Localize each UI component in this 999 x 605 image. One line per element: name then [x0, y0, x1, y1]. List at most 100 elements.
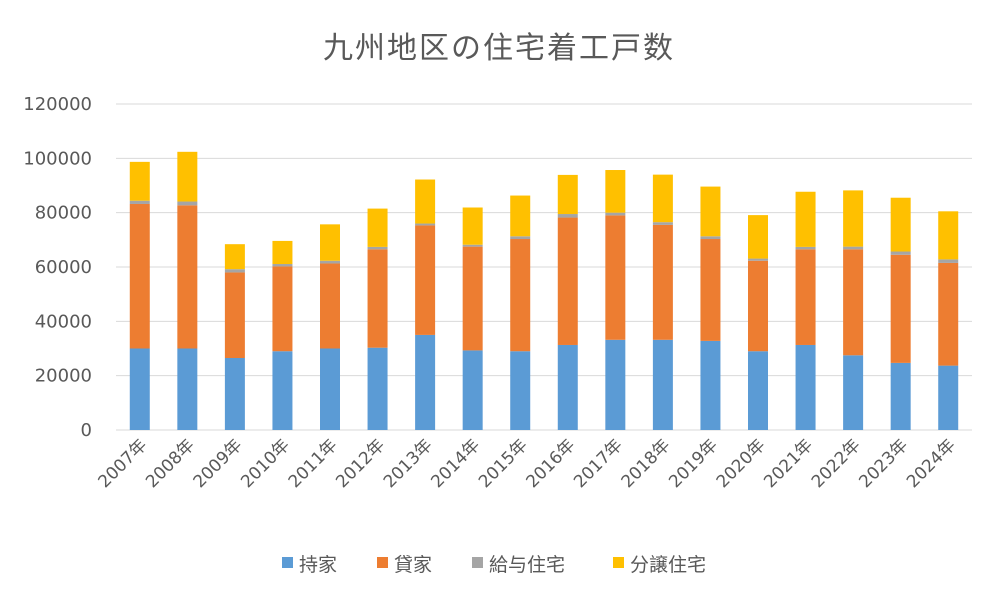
y-tick-label: 20000: [35, 366, 92, 387]
bar-segment-持家: [177, 348, 198, 430]
bar-segment-給与住宅: [129, 200, 150, 204]
bar-segment-給与住宅: [652, 222, 673, 225]
x-tick-label: 2012年: [332, 435, 389, 492]
bar-segment-分譲住宅: [890, 197, 911, 252]
x-tick-label: 2023年: [855, 435, 912, 492]
bar-segment-貸家: [700, 239, 721, 341]
bar-segment-分譲住宅: [605, 170, 626, 213]
bar-segment-貸家: [177, 205, 198, 349]
x-tick-label: 2022年: [808, 435, 865, 492]
bar-segment-分譲住宅: [129, 161, 150, 201]
y-tick-label: 40000: [35, 311, 92, 332]
bar-segment-分譲住宅: [700, 186, 721, 237]
bar-segment-持家: [367, 347, 388, 430]
x-tick-label: 2010年: [237, 435, 294, 492]
bar-segment-給与住宅: [748, 258, 768, 261]
y-tick-label: 100000: [23, 148, 92, 169]
x-tick-label: 2016年: [523, 435, 580, 492]
bar-segment-分譲住宅: [462, 207, 483, 245]
legend-label: 分譲住宅: [630, 554, 706, 576]
y-tick-label: 120000: [23, 94, 92, 115]
y-axis-ticks: 0 20000 40000 60000 80000 100000 120000: [23, 94, 92, 441]
bar-segment-分譲住宅: [843, 190, 864, 247]
bar-segment-貸家: [938, 262, 959, 366]
bar-segment-分譲住宅: [320, 224, 340, 261]
bar-segment-持家: [415, 334, 436, 430]
bar-segment-給与住宅: [890, 251, 911, 255]
bar-segment-貸家: [605, 215, 626, 340]
bar-segment-給与住宅: [415, 223, 436, 226]
x-tick-label: 2021年: [760, 435, 817, 492]
bar-segment-給与住宅: [605, 212, 626, 216]
bar-segment-分譲住宅: [748, 215, 768, 259]
bar-segment-持家: [272, 351, 293, 430]
bar-segment-分譲住宅: [652, 174, 673, 223]
legend-swatch: [613, 557, 624, 568]
bar-segment-給与住宅: [367, 246, 388, 250]
bar-segment-給与住宅: [320, 260, 340, 264]
bar-segment-貸家: [843, 249, 864, 356]
legend: 持家 貸家 給与住宅 分譲住宅: [282, 554, 706, 576]
bar-segment-貸家: [224, 272, 245, 359]
x-tick-label: 2024年: [903, 435, 960, 492]
legend-swatch: [377, 557, 388, 568]
bar-segment-給与住宅: [224, 269, 245, 273]
bar-segment-貸家: [652, 224, 673, 340]
bar-segment-給与住宅: [177, 201, 198, 206]
bar-segment-分譲住宅: [557, 174, 578, 215]
x-tick-label: 2020年: [713, 435, 770, 492]
bar-segment-持家: [224, 358, 245, 430]
bar-segment-分譲住宅: [415, 179, 436, 224]
bar-segment-給与住宅: [938, 259, 959, 263]
x-tick-label: 2015年: [475, 435, 532, 492]
bar-segment-給与住宅: [700, 236, 721, 240]
bar-segment-給与住宅: [557, 214, 578, 218]
x-tick-label: 2008年: [142, 435, 199, 492]
bar-segment-分譲住宅: [272, 240, 293, 265]
bar-segment-持家: [700, 340, 721, 430]
x-axis-ticks: 2007年2008年2009年2010年2011年2012年2013年2014年…: [95, 435, 960, 492]
bar-segment-給与住宅: [462, 244, 483, 247]
bar-segment-給与住宅: [795, 246, 816, 250]
legend-swatch: [282, 557, 293, 568]
bar-segment-分譲住宅: [367, 208, 388, 247]
bar-segment-持家: [129, 348, 150, 430]
x-tick-label: 2014年: [427, 435, 484, 492]
x-tick-label: 2009年: [190, 435, 247, 492]
bar-segment-給与住宅: [510, 236, 531, 240]
bar-segment-分譲住宅: [224, 244, 245, 270]
bar-segment-持家: [843, 355, 864, 430]
bar-segment-持家: [748, 351, 768, 430]
bar-segment-貸家: [415, 225, 436, 335]
bar-segment-持家: [510, 351, 531, 430]
y-tick-label: 0: [81, 420, 92, 441]
bar-segment-分譲住宅: [795, 191, 816, 247]
x-tick-label: 2007年: [95, 435, 152, 492]
bars: [129, 151, 959, 430]
bar-segment-貸家: [748, 260, 768, 352]
bar-segment-貸家: [890, 254, 911, 363]
x-tick-label: 2019年: [665, 435, 722, 492]
bar-segment-給与住宅: [843, 246, 864, 250]
bar-segment-持家: [795, 344, 816, 430]
bar-segment-分譲住宅: [938, 211, 959, 260]
chart-title: 九州地区の住宅着工戸数: [323, 31, 675, 66]
x-tick-label: 2018年: [618, 435, 675, 492]
bar-segment-分譲住宅: [177, 151, 198, 202]
bar-segment-貸家: [367, 249, 388, 348]
bar-segment-持家: [462, 350, 483, 430]
bar-segment-貸家: [272, 266, 293, 352]
bar-segment-持家: [320, 348, 340, 430]
bar-segment-持家: [557, 344, 578, 430]
bar-segment-貸家: [129, 203, 150, 349]
bar-segment-貸家: [320, 263, 340, 349]
legend-label: 給与住宅: [489, 554, 565, 576]
bar-segment-持家: [652, 339, 673, 430]
bar-segment-持家: [938, 365, 959, 430]
bar-segment-分譲住宅: [510, 195, 531, 237]
x-tick-label: 2011年: [285, 435, 342, 492]
bar-segment-貸家: [462, 246, 483, 351]
legend-label: 貸家: [394, 554, 432, 576]
y-tick-label: 60000: [35, 257, 92, 278]
